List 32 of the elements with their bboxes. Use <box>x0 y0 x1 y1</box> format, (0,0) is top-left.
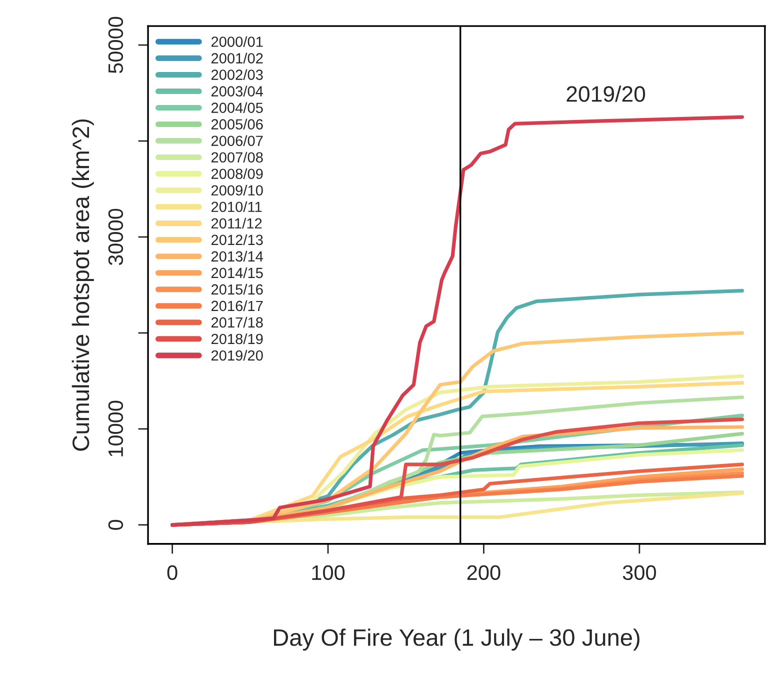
y-tick-label: 0 <box>108 520 124 530</box>
annotation: 2019/20 <box>566 86 646 102</box>
y-tick-label: 10000 <box>108 400 124 456</box>
legend-label: 2018/19 <box>211 333 263 344</box>
legend-label: 2004/05 <box>211 102 263 113</box>
legend-label: 2005/06 <box>211 118 263 130</box>
legend-label: 2001/02 <box>211 52 263 64</box>
y-tick-label: 50000 <box>108 16 124 74</box>
legend-label: 2014/15 <box>211 267 263 278</box>
legend-label: 2009/10 <box>211 184 263 196</box>
legend-label: 2006/07 <box>211 135 263 146</box>
legend-label: 2007/08 <box>211 152 263 163</box>
legend-label: 2016/17 <box>211 300 263 312</box>
x-tick-label: 300 <box>622 565 656 580</box>
legend-label: 2011/12 <box>211 218 262 229</box>
legend-label: 2019/20 <box>211 350 263 361</box>
legend-label: 2013/14 <box>211 250 264 262</box>
y-axis-title: Cumulative hotspot area (km^2) <box>72 119 94 451</box>
line-series <box>170 115 744 527</box>
legend-label: 2002/03 <box>211 69 263 80</box>
y-tick-label: 30000 <box>108 208 124 266</box>
legend-label: 2010/11 <box>211 201 262 212</box>
x-tick-label: 100 <box>312 565 345 580</box>
x-tick-label: 0 <box>167 565 178 580</box>
legend-label: 2008/09 <box>211 168 263 180</box>
legend-label: 2000/01 <box>211 36 263 47</box>
legend-label: 2012/13 <box>211 234 263 246</box>
x-axis-title: Day Of Fire Year (1 July – 30 June) <box>274 628 640 651</box>
legend-label: 2003/04 <box>211 86 264 96</box>
legend-label: 2017/18 <box>211 316 263 328</box>
legend-label: 2015/16 <box>211 284 263 295</box>
x-tick-label: 200 <box>467 565 500 580</box>
